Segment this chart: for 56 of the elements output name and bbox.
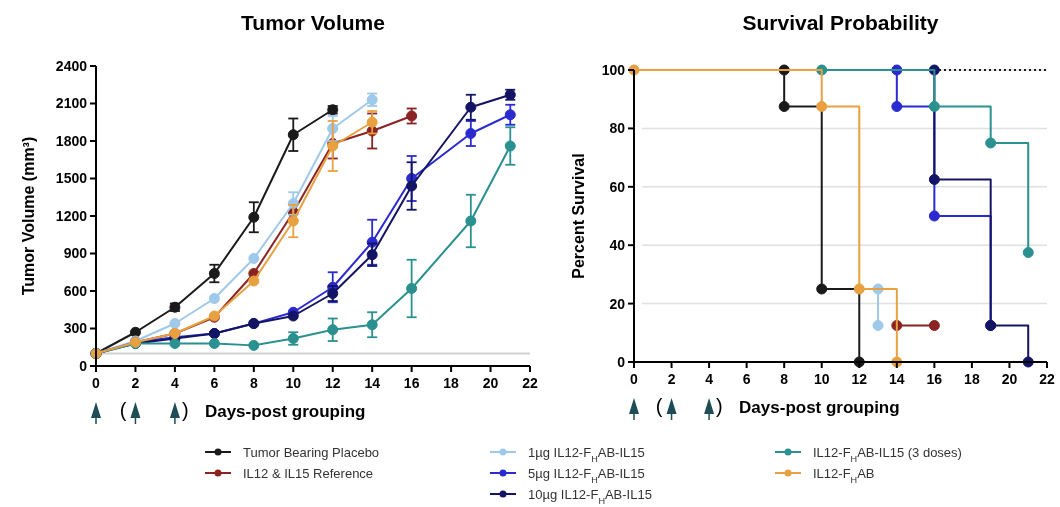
y-tick-label: 2400 xyxy=(55,57,88,74)
x-tick-label: 10 xyxy=(813,371,830,387)
x-tick-label: 14 xyxy=(364,375,381,391)
x-tick-label: 4 xyxy=(705,371,714,387)
y-tick-label: 20 xyxy=(609,295,626,312)
x-axis-title: Days-post grouping xyxy=(204,402,366,421)
legend-label: IL12-F$_{H}$AB-IL15 (3 doses) xyxy=(813,444,962,464)
y-axis-title: Tumor Volume (mm³) xyxy=(20,136,37,296)
legend-label: 5µg IL12-F$_{H}$AB-IL15 xyxy=(528,465,645,485)
chart-title: Survival Probability xyxy=(742,11,939,34)
x-tick-label: 8 xyxy=(780,371,789,387)
x-tick-label: 14 xyxy=(889,371,905,387)
y-tick-label: 100 xyxy=(601,61,626,78)
text: ) xyxy=(716,395,723,417)
x-tick-label: 16 xyxy=(403,375,420,391)
x-tick-label: 0 xyxy=(92,375,101,391)
y-tick-label: 600 xyxy=(63,282,88,299)
x-tick-label: 8 xyxy=(249,375,258,391)
y-axis-title: Percent Survival xyxy=(570,153,587,279)
legend-label: 10µg IL12-F$_{H}$AB-IL15 xyxy=(528,486,652,506)
x-tick-label: 18 xyxy=(443,375,460,391)
legend-label: IL12 & IL15 Reference xyxy=(243,465,374,481)
y-tick-label: 900 xyxy=(63,245,88,262)
x-tick-label: 0 xyxy=(630,371,639,387)
y-tick-label: 0 xyxy=(79,357,88,374)
x-axis-title: Days-post grouping xyxy=(739,398,900,417)
x-tick-label: 2 xyxy=(131,375,140,391)
y-tick-label: 80 xyxy=(609,120,626,137)
x-tick-label: 2 xyxy=(667,371,676,387)
legend-label: Tumor Bearing Placebo xyxy=(243,444,380,460)
y-tick-label: 2100 xyxy=(55,95,88,112)
x-tick-label: 12 xyxy=(851,371,868,387)
x-tick-label: 6 xyxy=(210,375,219,391)
x-tick-label: 22 xyxy=(1039,371,1055,387)
x-tick-label: 16 xyxy=(926,371,943,387)
y-tick-label: 1500 xyxy=(55,170,88,187)
y-tick-label: 300 xyxy=(63,320,88,337)
y-tick-label: 60 xyxy=(609,178,626,195)
x-tick-label: 20 xyxy=(1001,371,1018,387)
x-tick-label: 12 xyxy=(324,375,341,391)
x-tick-label: 10 xyxy=(285,375,302,391)
y-tick-label: 1200 xyxy=(55,207,88,224)
x-tick-label: 6 xyxy=(742,371,751,387)
x-tick-label: 18 xyxy=(964,371,980,387)
legend-label: 1µg IL12-F$_{H}$AB-IL15 xyxy=(528,444,645,464)
x-tick-label: 20 xyxy=(482,375,499,391)
text: ( xyxy=(655,395,663,417)
legend-label: IL12-F$_{H}$AB xyxy=(813,465,875,485)
text: ) xyxy=(181,399,189,421)
y-tick-label: 40 xyxy=(609,237,626,254)
y-tick-label: 1800 xyxy=(55,132,88,149)
x-tick-label: 22 xyxy=(522,375,538,391)
x-tick-label: 4 xyxy=(171,375,180,391)
text: ( xyxy=(119,399,127,421)
y-tick-label: 0 xyxy=(617,353,626,370)
chart-title: Tumor Volume xyxy=(241,11,385,34)
